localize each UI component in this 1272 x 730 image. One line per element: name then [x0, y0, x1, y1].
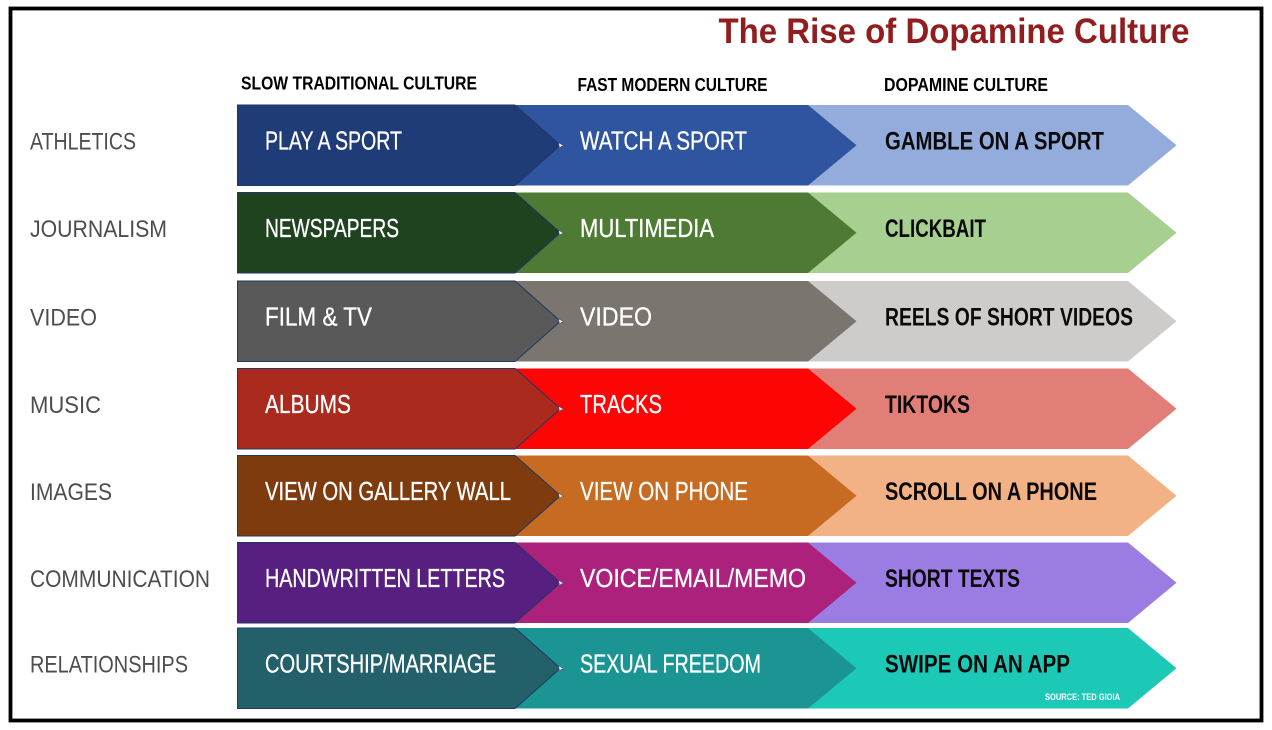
svg-text:SCROLL ON A PHONE: SCROLL ON A PHONE — [885, 479, 1097, 506]
svg-text:WATCH A SPORT: WATCH A SPORT — [580, 126, 747, 156]
svg-text:PLAY A SPORT: PLAY A SPORT — [265, 126, 402, 156]
svg-text:REELS OF SHORT VIDEOS: REELS OF SHORT VIDEOS — [885, 305, 1133, 332]
svg-text:VIDEO: VIDEO — [30, 305, 97, 332]
svg-text:RELATIONSHIPS: RELATIONSHIPS — [30, 652, 188, 679]
svg-text:HANDWRITTEN LETTERS: HANDWRITTEN LETTERS — [265, 563, 505, 593]
svg-text:ATHLETICS: ATHLETICS — [30, 129, 136, 156]
svg-text:FAST MODERN CULTURE: FAST MODERN CULTURE — [578, 74, 768, 95]
svg-text:TRACKS: TRACKS — [580, 389, 662, 419]
svg-text:The Rise of Dopamine Culture: The Rise of Dopamine Culture — [719, 11, 1190, 51]
svg-text:MUSIC: MUSIC — [30, 392, 101, 419]
svg-text:VIDEO: VIDEO — [580, 302, 652, 332]
svg-text:ALBUMS: ALBUMS — [265, 389, 351, 419]
svg-text:IMAGES: IMAGES — [30, 479, 112, 506]
svg-text:FILM & TV: FILM & TV — [265, 302, 373, 332]
svg-text:SHORT TEXTS: SHORT TEXTS — [885, 566, 1020, 593]
svg-text:SOURCE: TED GIOIA: SOURCE: TED GIOIA — [1045, 692, 1120, 702]
svg-text:CLICKBAIT: CLICKBAIT — [885, 216, 986, 243]
svg-text:COURTSHIP/MARRIAGE: COURTSHIP/MARRIAGE — [265, 649, 496, 679]
svg-text:VIEW ON GALLERY WALL: VIEW ON GALLERY WALL — [265, 476, 511, 506]
svg-text:JOURNALISM: JOURNALISM — [30, 216, 167, 243]
svg-text:TIKTOKS: TIKTOKS — [885, 392, 970, 419]
svg-text:COMMUNICATION: COMMUNICATION — [30, 566, 210, 593]
svg-text:SLOW TRADITIONAL CULTURE: SLOW TRADITIONAL CULTURE — [241, 73, 477, 94]
svg-text:SEXUAL FREEDOM: SEXUAL FREEDOM — [580, 649, 761, 679]
svg-text:VIEW ON PHONE: VIEW ON PHONE — [580, 476, 748, 506]
svg-text:SWIPE ON AN APP: SWIPE ON AN APP — [885, 652, 1070, 679]
svg-text:NEWSPAPERS: NEWSPAPERS — [265, 213, 399, 243]
svg-text:VOICE/EMAIL/MEMO: VOICE/EMAIL/MEMO — [580, 563, 806, 593]
svg-text:MULTIMEDIA: MULTIMEDIA — [580, 213, 715, 243]
svg-text:GAMBLE ON A SPORT: GAMBLE ON A SPORT — [885, 129, 1104, 156]
svg-text:DOPAMINE CULTURE: DOPAMINE CULTURE — [884, 74, 1048, 95]
